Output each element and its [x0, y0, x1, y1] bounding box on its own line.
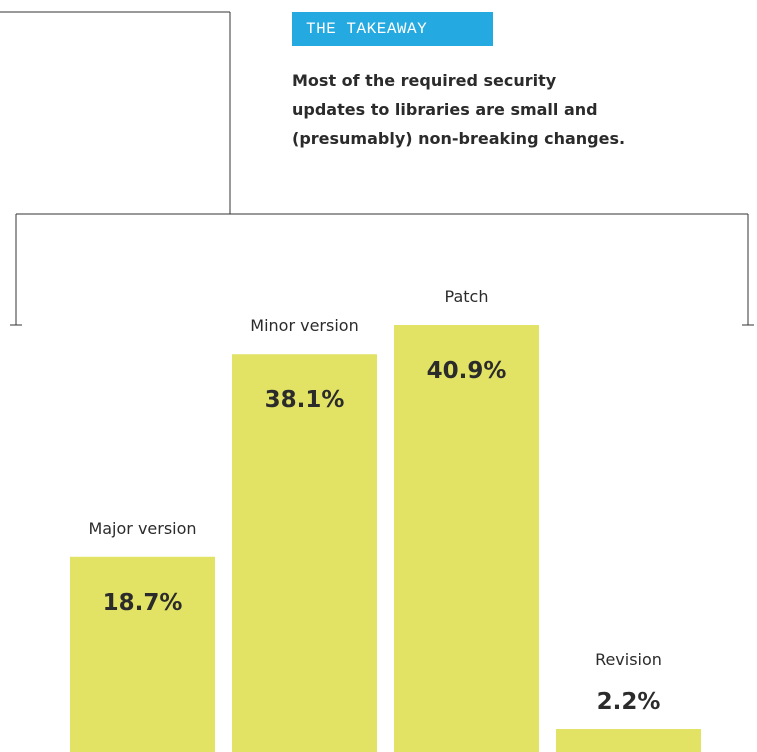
takeaway-line: (presumably) non-breaking changes.: [292, 129, 626, 148]
bar-value-label: 2.2%: [597, 689, 661, 715]
bar-value-label: 38.1%: [265, 387, 345, 413]
takeaway-line: updates to libraries are small and: [292, 100, 598, 119]
takeaway-badge: THE TAKEAWAY: [292, 12, 493, 46]
bars-layer: [70, 325, 701, 752]
chart-frame-lines: [0, 11, 754, 326]
bar: [556, 729, 701, 752]
bar-category-label: Revision: [595, 650, 662, 669]
bar-category-label: Major version: [88, 519, 196, 538]
bar-category-label: Minor version: [250, 316, 358, 335]
bar-value-label: 40.9%: [427, 358, 507, 384]
takeaway-text: Most of the required security updates to…: [292, 66, 692, 153]
takeaway-line: Most of the required security: [292, 71, 557, 90]
bar-value-label: 18.7%: [103, 590, 183, 616]
bar: [232, 354, 377, 752]
bar: [394, 325, 539, 752]
bar-category-label: Patch: [445, 287, 489, 306]
bar: [70, 556, 215, 752]
labels-layer: Major version 18.7% Minor version 38.1% Patc…: [88, 287, 661, 715]
